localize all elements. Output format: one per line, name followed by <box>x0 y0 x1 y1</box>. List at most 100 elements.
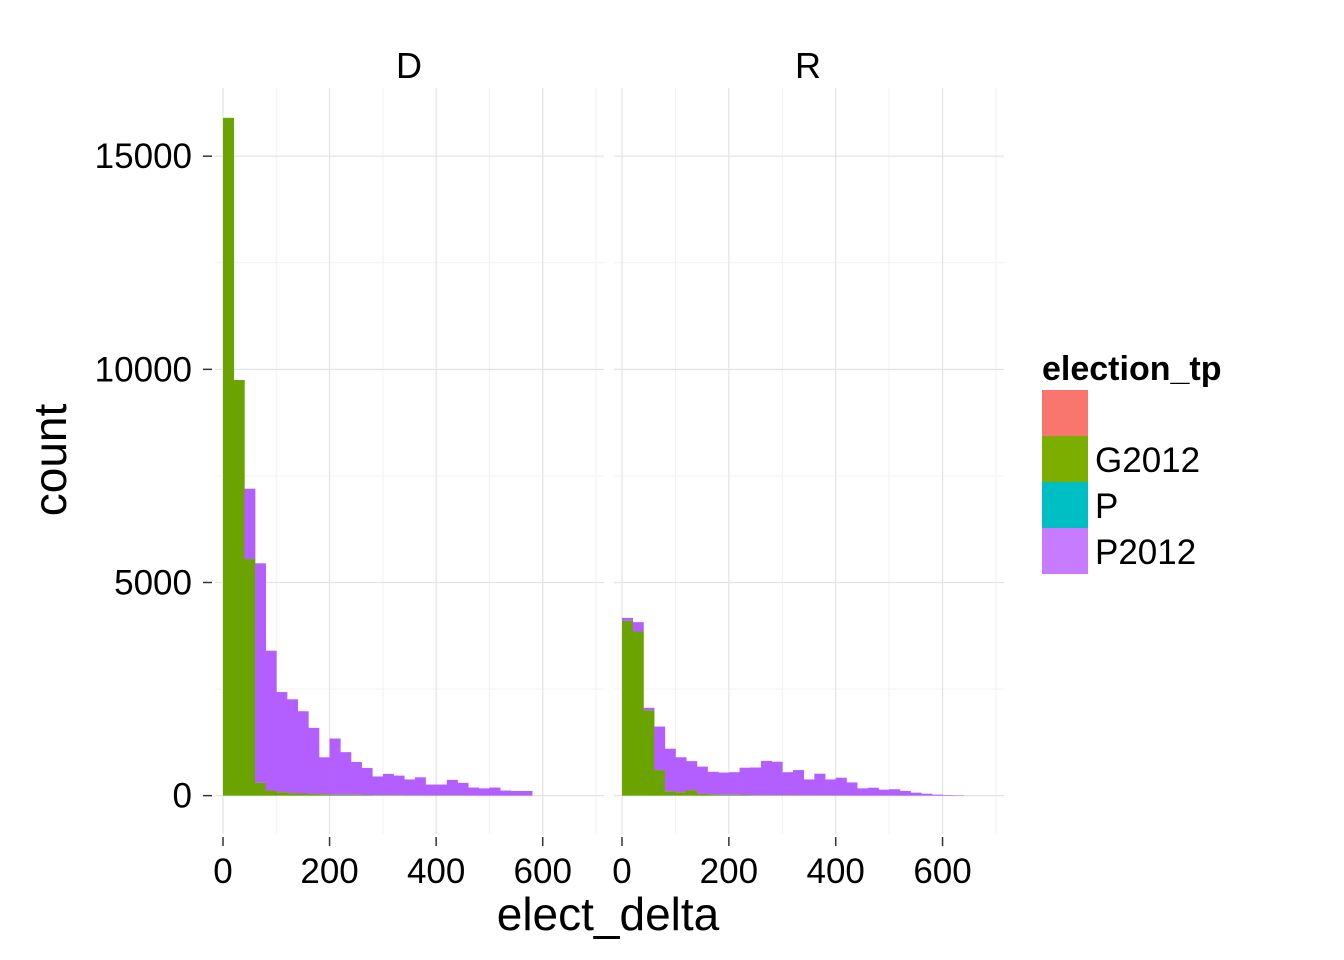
legend-title: election_tp <box>1042 350 1221 388</box>
facet-panel-d <box>215 88 604 834</box>
x-tick-label: 0 <box>612 852 631 891</box>
bar-p2012 <box>350 761 362 795</box>
legend: election_tp G2012 P P2012 <box>1042 350 1221 574</box>
bar-g2012 <box>222 117 235 796</box>
bar-g2012 <box>664 791 676 796</box>
bar-p2012 <box>707 771 719 795</box>
bar-p2012 <box>478 788 490 796</box>
bar-g2012 <box>707 794 719 796</box>
bar-p2012 <box>792 770 805 796</box>
bar-p2012 <box>254 563 267 783</box>
panel-background <box>614 88 1004 834</box>
bar-p2012 <box>664 748 676 792</box>
bar-g2012 <box>233 380 245 796</box>
y-axis: 0 5000 10000 15000 <box>95 137 212 816</box>
facet-panel-r <box>614 88 1004 834</box>
bar-p2012 <box>414 777 426 796</box>
x-tick-label: 400 <box>407 852 465 891</box>
bar-p2012 <box>265 650 277 791</box>
bar-p2012 <box>846 782 858 796</box>
facet-strip-labels: D R <box>396 45 821 86</box>
bar-g2012 <box>244 559 256 796</box>
bar-g2012 <box>696 793 708 796</box>
bar-p2012 <box>825 779 837 796</box>
bar-g2012 <box>686 790 698 796</box>
bar-g2012 <box>297 793 309 796</box>
bar-p2012 <box>329 738 341 795</box>
bar-p2012 <box>857 788 869 796</box>
bar-p2012 <box>728 772 740 795</box>
bar-p2012 <box>803 779 815 796</box>
x-axis-title: elect_delta <box>497 888 720 940</box>
bar-g2012 <box>286 793 298 796</box>
bar-g2012 <box>632 631 644 796</box>
bar-g2012 <box>718 794 730 796</box>
y-tick-label: 10000 <box>95 350 192 389</box>
bar-p2012 <box>889 789 901 796</box>
x-tick-label: 600 <box>514 852 572 891</box>
bar-g2012 <box>654 770 666 796</box>
bar-p2012 <box>814 773 826 796</box>
bar-p2012 <box>921 793 933 796</box>
legend-key <box>1042 528 1088 574</box>
legend-key <box>1042 436 1088 482</box>
legend-label: P <box>1095 487 1118 526</box>
bar-p2012 <box>382 773 394 796</box>
bar-g2012 <box>340 794 352 796</box>
bar-p2012 <box>446 779 458 796</box>
facet-panels <box>215 88 1004 834</box>
bar-p2012 <box>622 617 634 621</box>
bar-p2012 <box>404 779 416 796</box>
bar-g2012 <box>329 794 341 796</box>
bar-g2012 <box>265 790 277 796</box>
bar-p2012 <box>393 775 405 796</box>
x-tick-label: 0 <box>213 852 232 891</box>
bar-p2012 <box>244 488 256 560</box>
y-tick-label: 5000 <box>114 563 192 602</box>
bar-g2012 <box>276 792 288 796</box>
facet-label-d: D <box>396 45 422 86</box>
legend-key <box>1042 482 1088 528</box>
facet-label-r: R <box>795 45 821 86</box>
bar-p2012 <box>500 790 512 796</box>
bar-p2012 <box>878 789 890 796</box>
bar-p2012 <box>867 787 879 796</box>
bar-p2012 <box>899 790 911 796</box>
bar-p2012 <box>521 790 533 796</box>
bar-p2012 <box>931 794 943 796</box>
bar-p2012 <box>782 772 794 796</box>
bar-p2012 <box>632 622 644 632</box>
bar-p2012 <box>696 766 708 794</box>
y-tick-label: 0 <box>173 777 192 816</box>
bar-p2012 <box>675 757 687 793</box>
legend-label: G2012 <box>1095 441 1200 480</box>
x-tick-label: 200 <box>700 852 758 891</box>
bar-p2012 <box>910 792 922 796</box>
bar-g2012 <box>254 782 267 796</box>
bar-p2012 <box>654 726 666 771</box>
bar-p2012 <box>510 790 522 796</box>
bar-p2012 <box>643 707 655 711</box>
bar-p2012 <box>318 757 330 795</box>
legend-key <box>1042 390 1088 436</box>
bar-p2012 <box>436 784 448 796</box>
bar-p2012 <box>760 760 772 796</box>
bar-p2012 <box>297 711 309 794</box>
bar-g2012 <box>308 793 320 796</box>
bar-p2012 <box>340 752 352 795</box>
bar-g2012 <box>350 794 362 796</box>
x-axis: 0 200 400 600 0 200 400 600 <box>213 837 972 891</box>
bar-p2012 <box>942 794 954 796</box>
bar-g2012 <box>675 792 687 796</box>
bar-g2012 <box>622 620 634 796</box>
y-axis-title: count <box>24 404 76 517</box>
bar-g2012 <box>728 794 740 796</box>
bar-p2012 <box>489 787 501 796</box>
bar-p2012 <box>308 727 320 794</box>
x-tick-label: 200 <box>300 852 358 891</box>
x-tick-label: 400 <box>807 852 865 891</box>
bar-p2012 <box>286 699 298 794</box>
y-tick-label: 15000 <box>95 137 192 176</box>
bar-p2012 <box>457 782 469 796</box>
